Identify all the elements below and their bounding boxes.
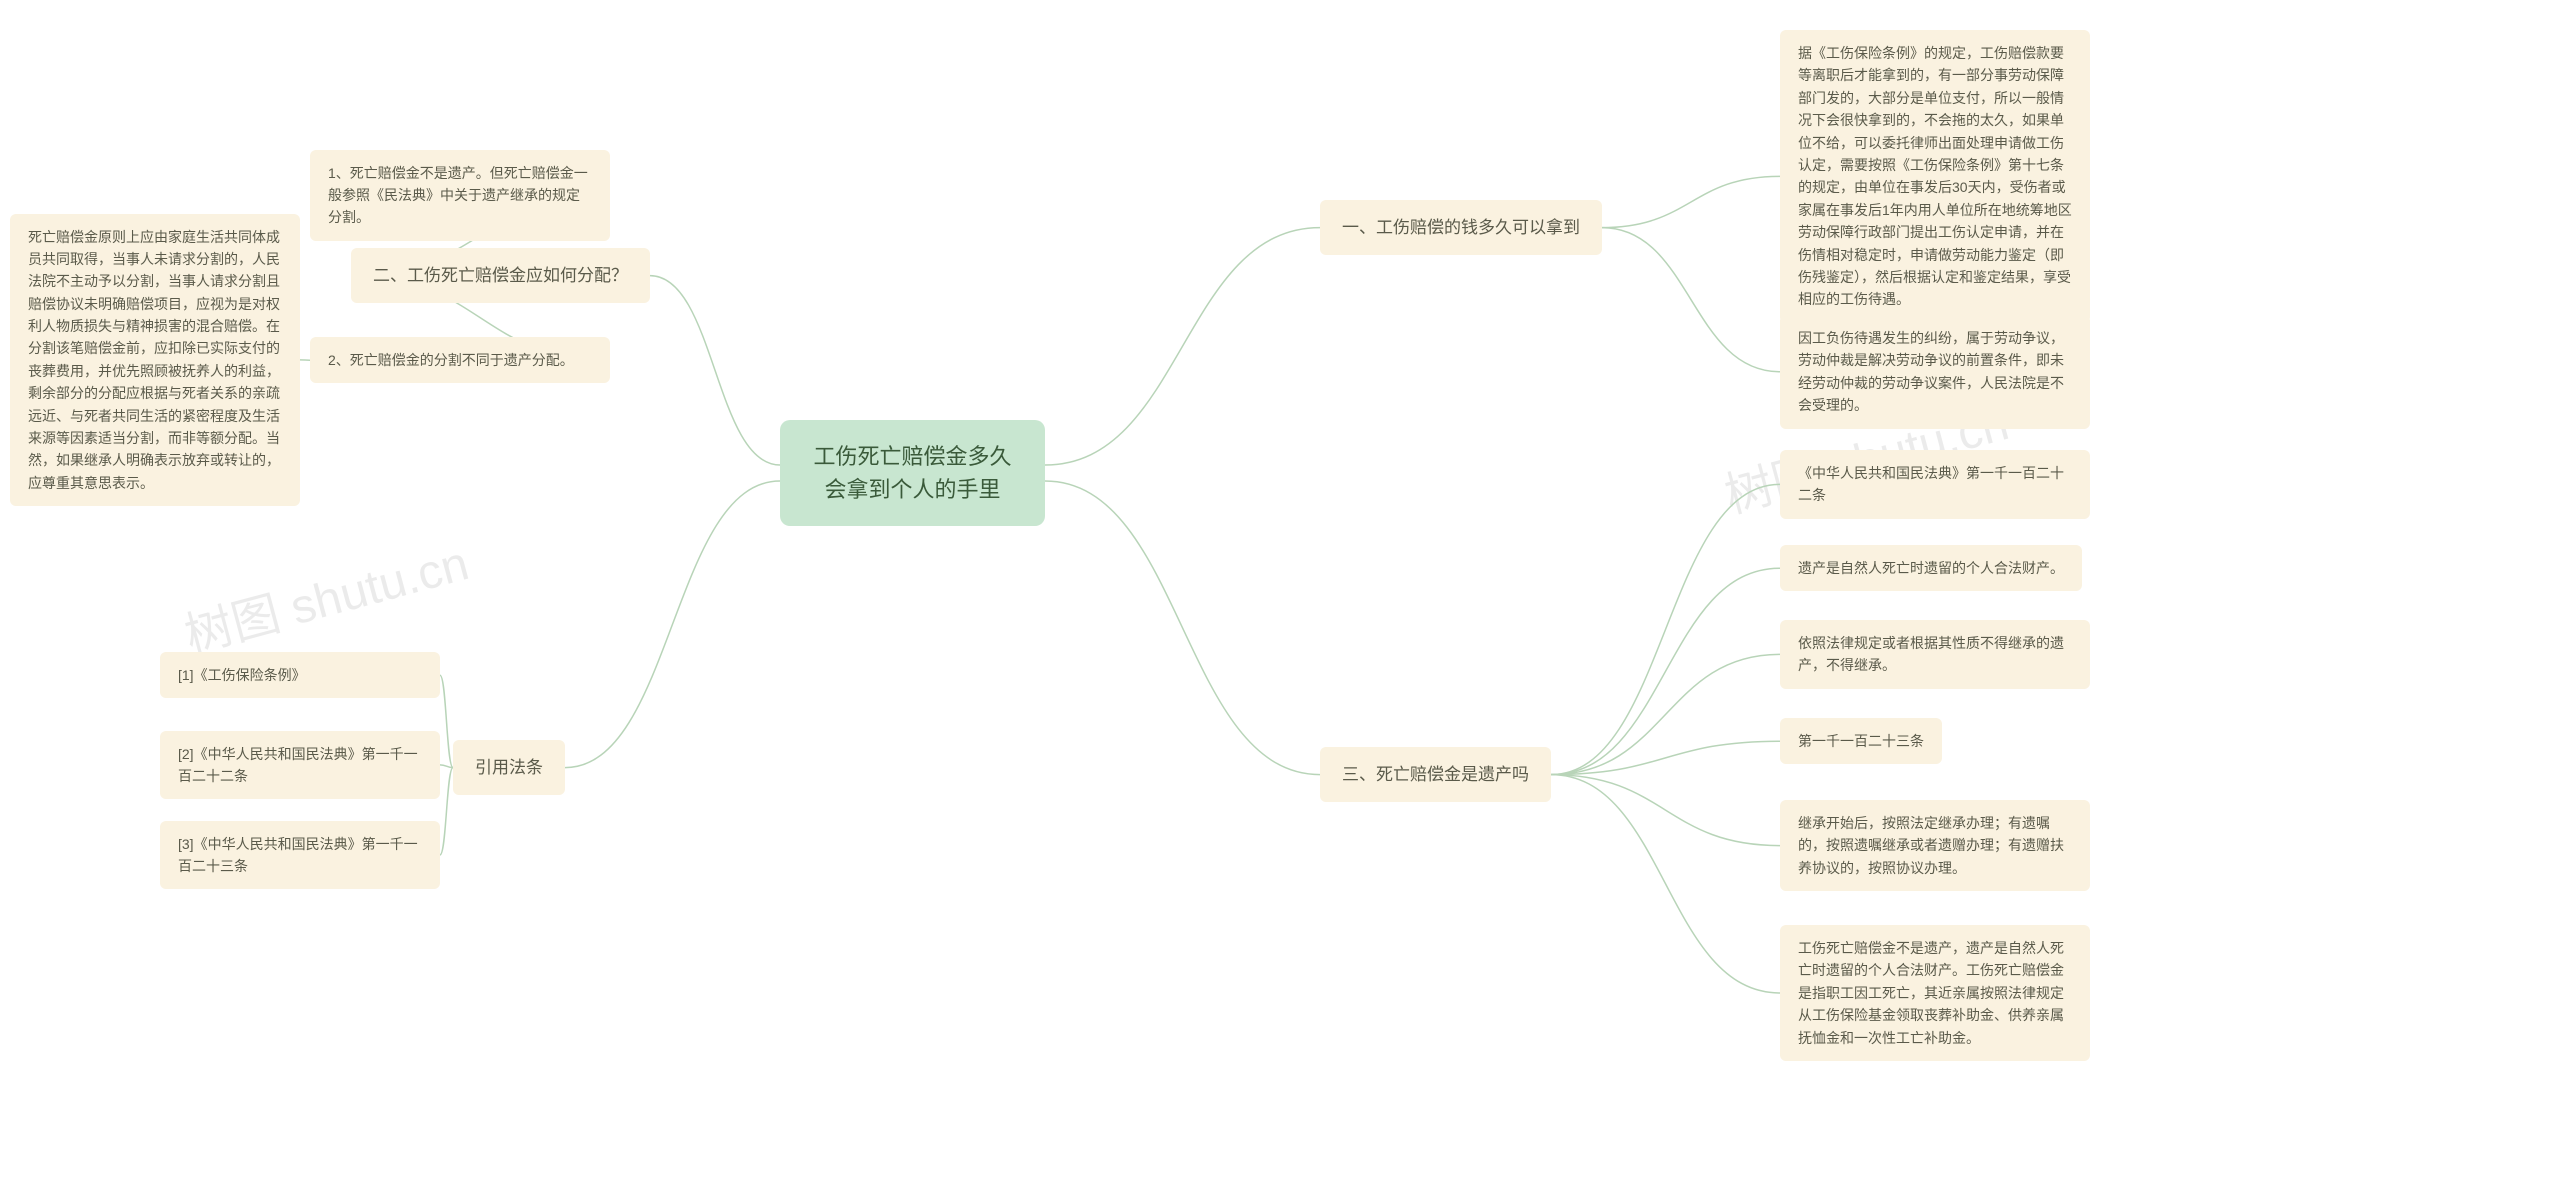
branch-3-leaf-1: 《中华人民共和国民法典》第一千一百二十二条 bbox=[1780, 450, 2090, 519]
branch-1-leaf-2: 因工负伤待遇发生的纠纷，属于劳动争议，劳动仲裁是解决劳动争议的前置条件，即未经劳… bbox=[1780, 315, 2090, 429]
branch-1-leaf-1: 据《工伤保险条例》的规定，工伤赔偿款要等离职后才能拿到的，有一部分事劳动保障部门… bbox=[1780, 30, 2090, 323]
branch-4: 引用法条 bbox=[453, 740, 565, 795]
branch-2-leaf-1: 1、死亡赔偿金不是遗产。但死亡赔偿金一般参照《民法典》中关于遗产继承的规定分割。 bbox=[310, 150, 610, 241]
branch-3-leaf-5: 继承开始后，按照法定继承办理；有遗嘱的，按照遗嘱继承或者遗赠办理；有遗赠扶养协议… bbox=[1780, 800, 2090, 891]
branch-4-leaf-2: [2]《中华人民共和国民法典》第一千一百二十二条 bbox=[160, 731, 440, 800]
branch-3-leaf-3: 依照法律规定或者根据其性质不得继承的遗产，不得继承。 bbox=[1780, 620, 2090, 689]
watermark-left: 树图 shutu.cn bbox=[176, 524, 475, 667]
branch-3-leaf-4: 第一千一百二十三条 bbox=[1780, 718, 1942, 764]
branch-2-leaf-2-detail: 死亡赔偿金原则上应由家庭生活共同体成员共同取得，当事人未请求分割的，人民法院不主… bbox=[10, 214, 300, 507]
branch-4-leaf-3: [3]《中华人民共和国民法典》第一千一百二十三条 bbox=[160, 821, 440, 890]
branch-2-leaf-2: 2、死亡赔偿金的分割不同于遗产分配。 bbox=[310, 337, 610, 383]
branch-3-leaf-6: 工伤死亡赔偿金不是遗产，遗产是自然人死亡时遗留的个人合法财产。工伤死亡赔偿金是指… bbox=[1780, 925, 2090, 1061]
root-node: 工伤死亡赔偿金多久会拿到个人的手里 bbox=[780, 420, 1045, 526]
branch-2: 二、工伤死亡赔偿金应如何分配？ bbox=[351, 248, 650, 303]
branch-1: 一、工伤赔偿的钱多久可以拿到 bbox=[1320, 200, 1602, 255]
branch-3-leaf-2: 遗产是自然人死亡时遗留的个人合法财产。 bbox=[1780, 545, 2082, 591]
branch-3: 三、死亡赔偿金是遗产吗 bbox=[1320, 747, 1551, 802]
branch-4-leaf-1: [1]《工伤保险条例》 bbox=[160, 652, 440, 698]
